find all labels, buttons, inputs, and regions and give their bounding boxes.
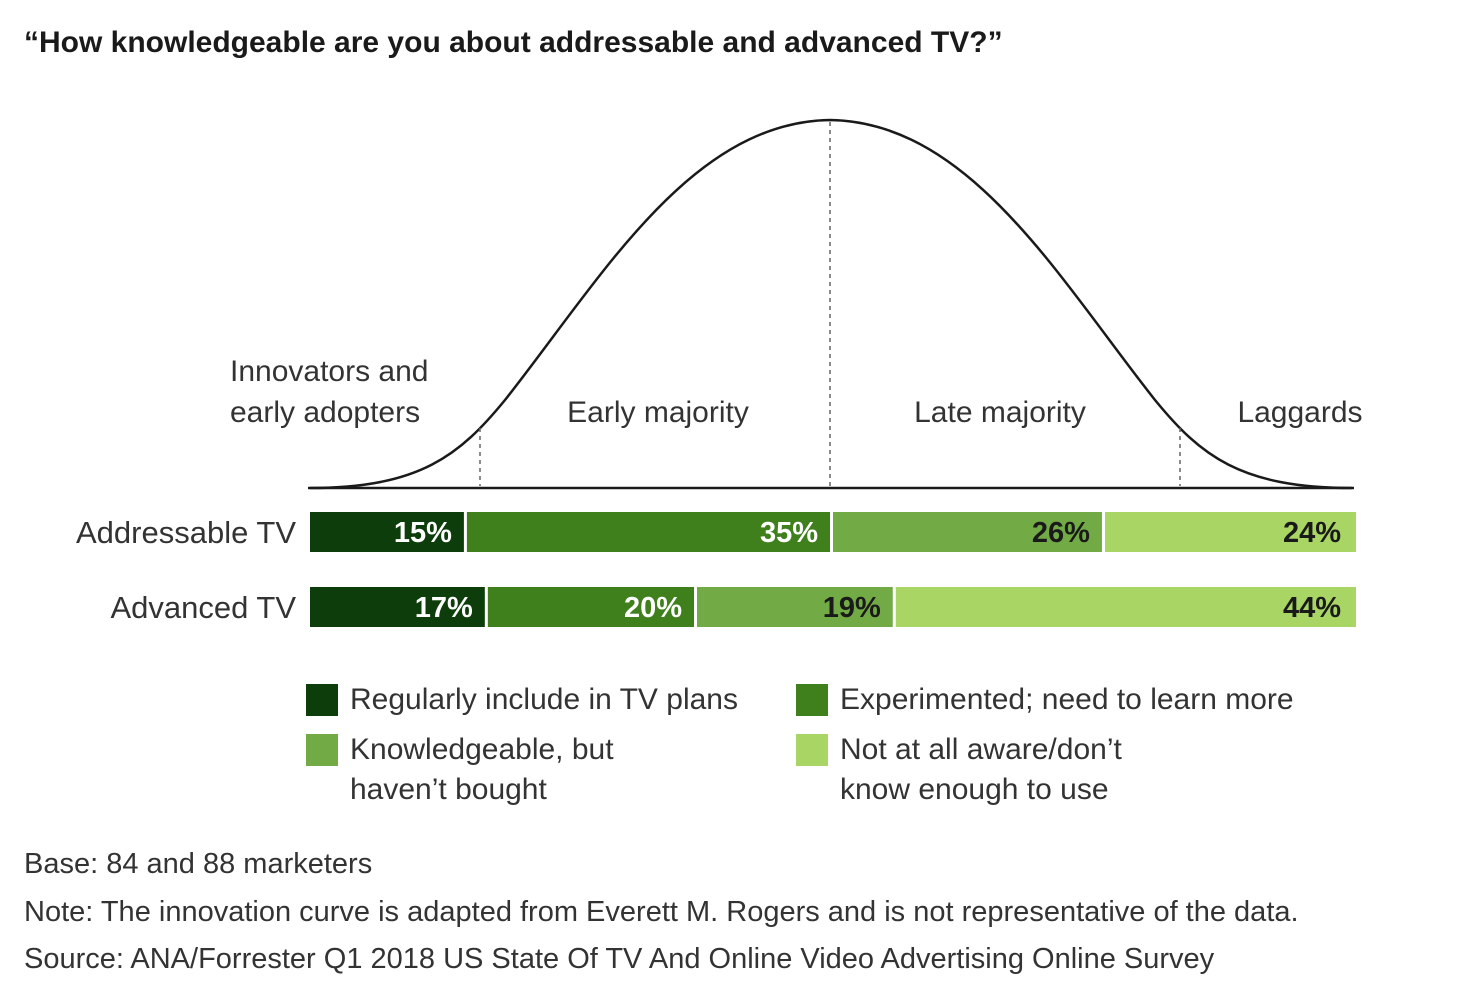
legend-swatch	[796, 734, 828, 766]
category-label: Advanced TV	[110, 590, 296, 625]
bar-segment	[487, 587, 695, 627]
segment-label-late-majority: Late majority	[914, 396, 1086, 429]
stacked-bars: Addressable TV 15% 35% 26% 24% Advanced TV 17%…	[76, 512, 1356, 627]
bar-segment	[697, 587, 893, 627]
segment-label-laggards: Laggards	[1237, 396, 1362, 429]
legend-item-knowledgeable: Knowledgeable, but haven’t bought	[306, 730, 614, 810]
bar-segment	[310, 587, 485, 627]
legend-swatch	[796, 684, 828, 716]
footer-base: Base: 84 and 88 marketers	[24, 848, 373, 880]
segment-label-innovators-2: early adopters	[230, 396, 420, 429]
segment-label-early-majority: Early majority	[567, 396, 749, 429]
legend-swatch	[306, 684, 338, 716]
bar-value-label: 17%	[415, 592, 473, 624]
bar-value-label: 35%	[760, 517, 818, 549]
footer-source: Source: ANA/Forrester Q1 2018 US State O…	[24, 943, 1215, 975]
chart-title: “How knowledgeable are you about address…	[24, 26, 1003, 59]
legend-swatch	[306, 734, 338, 766]
innovation-curve	[309, 118, 1353, 490]
segment-label-innovators-1: Innovators and	[230, 355, 428, 388]
bar-segment	[833, 512, 1102, 552]
legend-item-experimented: Experimented; need to learn more	[796, 680, 1294, 720]
legend-label: Knowledgeable, but haven’t bought	[350, 733, 614, 806]
bar-value-label: 20%	[624, 592, 682, 624]
bar-value-label: 44%	[1283, 592, 1341, 624]
bar-segment	[466, 512, 830, 552]
bar-value-label: 26%	[1032, 517, 1090, 549]
legend-label: Regularly include in TV plans	[350, 683, 738, 716]
bar-segment	[310, 512, 464, 552]
category-label: Addressable TV	[76, 515, 296, 550]
legend-label: Not at all aware/don’t know enough to us…	[840, 733, 1122, 806]
legend-item-regularly-include: Regularly include in TV plans	[306, 680, 738, 720]
legend-item-not-aware: Not at all aware/don’t know enough to us…	[796, 730, 1122, 810]
bar-segment	[895, 587, 1356, 627]
bar-value-label: 19%	[823, 592, 881, 624]
footer-note: Note: The innovation curve is adapted fr…	[24, 896, 1299, 928]
legend: Regularly include in TV plans Experiment…	[306, 674, 1406, 814]
bar-segment	[1104, 512, 1356, 552]
bar-value-label: 15%	[394, 517, 452, 549]
bar-value-label: 24%	[1283, 517, 1341, 549]
legend-label: Experimented; need to learn more	[840, 683, 1294, 716]
